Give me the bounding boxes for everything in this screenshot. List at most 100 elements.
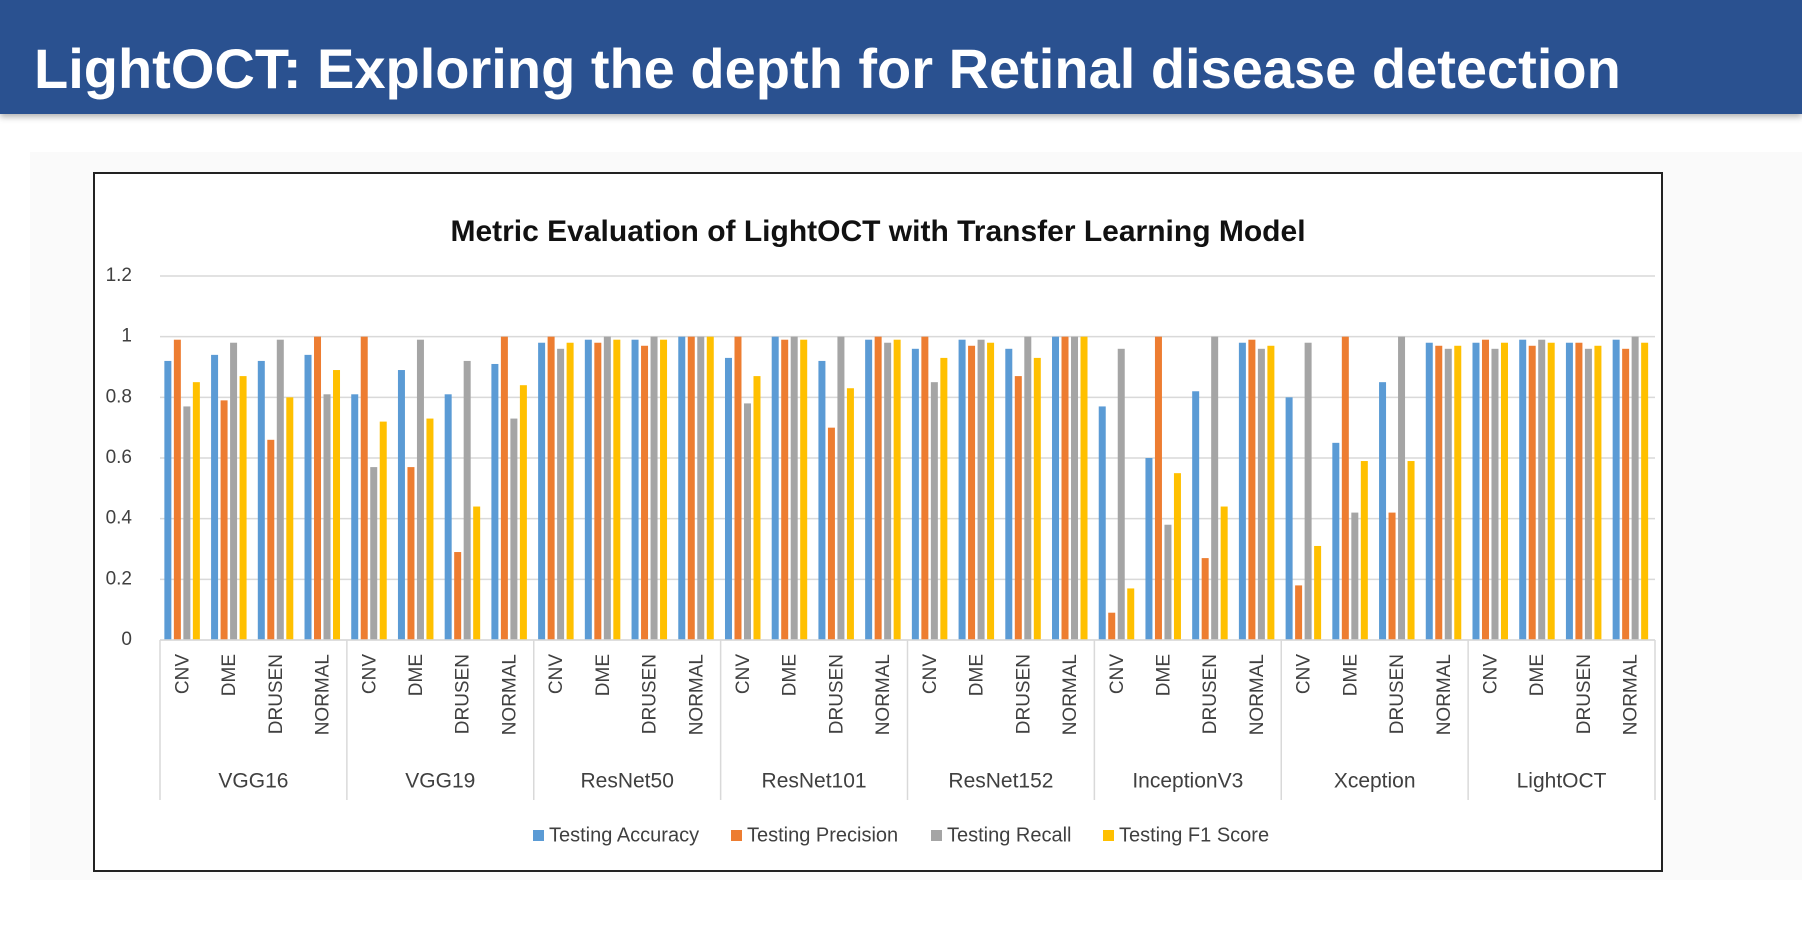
bar — [211, 354, 219, 640]
bar — [743, 403, 751, 640]
bar — [1565, 342, 1573, 640]
bar — [230, 342, 238, 640]
bar — [1061, 336, 1069, 640]
x-tick-label: DME — [593, 654, 614, 696]
bar — [1080, 336, 1088, 640]
x-tick-label: DRUSEN — [1574, 654, 1595, 734]
bar — [603, 336, 611, 640]
bar — [426, 418, 434, 640]
x-tick-label: DRUSEN — [826, 654, 847, 734]
bar — [958, 339, 966, 640]
bar — [239, 376, 247, 640]
bar — [360, 336, 368, 640]
bar — [379, 421, 387, 640]
x-tick-label: DRUSEN — [640, 654, 661, 734]
x-tick-label: NORMAL — [873, 654, 894, 735]
bar — [557, 348, 565, 640]
bar — [678, 336, 686, 640]
bar — [1594, 345, 1602, 640]
bar — [641, 345, 649, 640]
bar — [1481, 339, 1489, 640]
x-tick-label: NORMAL — [1060, 654, 1081, 735]
y-tick-label: 0.8 — [106, 386, 132, 407]
bar — [1528, 345, 1536, 640]
bar — [1248, 339, 1256, 640]
bar — [818, 360, 826, 640]
bar — [1014, 376, 1022, 640]
bar — [1257, 348, 1265, 640]
group-label: ResNet50 — [580, 770, 673, 793]
bar — [921, 336, 929, 640]
bar — [1314, 545, 1322, 640]
bar — [1295, 585, 1303, 640]
bar — [613, 339, 621, 640]
bar — [584, 339, 592, 640]
x-tick-label: NORMAL — [499, 654, 520, 735]
y-tick-label: 1 — [121, 326, 132, 347]
x-tick-label: DME — [1527, 654, 1548, 696]
x-tick-label: NORMAL — [313, 654, 334, 735]
bar — [940, 357, 948, 640]
x-tick-label: CNV — [359, 654, 380, 694]
bar — [538, 342, 546, 640]
group-label: VGG19 — [405, 770, 475, 793]
x-tick-label: NORMAL — [1434, 654, 1455, 735]
bar — [1500, 342, 1508, 640]
x-tick-label: NORMAL — [1621, 654, 1642, 735]
x-tick-label: DME — [406, 654, 427, 696]
bar — [1108, 612, 1116, 640]
bar — [987, 342, 995, 640]
bar — [1491, 348, 1499, 640]
legend-swatch — [731, 830, 742, 841]
legend-swatch — [1103, 830, 1114, 841]
bar — [977, 339, 985, 640]
x-tick-label: CNV — [172, 654, 193, 694]
bar — [407, 467, 415, 640]
bar — [1201, 558, 1209, 640]
bar — [1547, 342, 1555, 640]
x-tick-label: NORMAL — [1247, 654, 1268, 735]
bar — [1211, 336, 1219, 640]
bar — [846, 388, 854, 640]
y-tick-label: 1.2 — [106, 265, 132, 286]
bar — [220, 400, 228, 640]
y-tick-label: 0.2 — [106, 568, 132, 589]
bar — [1425, 342, 1433, 640]
bar — [491, 363, 499, 640]
bar — [594, 342, 602, 640]
legend-label: Testing Accuracy — [549, 824, 699, 846]
bar — [827, 427, 835, 640]
bar — [370, 467, 378, 640]
bar — [865, 339, 873, 640]
bar — [454, 552, 462, 640]
bar — [1444, 348, 1452, 640]
bar — [1173, 473, 1181, 640]
bar — [1033, 357, 1041, 640]
group-label: InceptionV3 — [1132, 770, 1243, 793]
bar — [968, 345, 976, 640]
bar — [257, 360, 265, 640]
bar — [1398, 336, 1406, 640]
legend-label: Testing Recall — [947, 824, 1072, 846]
legend-label: Testing F1 Score — [1119, 824, 1269, 846]
bar — [1024, 336, 1032, 640]
group-label: VGG16 — [218, 770, 288, 793]
bar — [930, 382, 938, 640]
x-tick-label: CNV — [733, 654, 754, 694]
bar — [1435, 345, 1443, 640]
bar — [1052, 336, 1060, 640]
bar — [1192, 391, 1200, 640]
slide-title: LightOCT: Exploring the depth for Retina… — [34, 37, 1621, 100]
bar — [333, 370, 341, 640]
bar — [1220, 506, 1228, 640]
bar — [463, 360, 471, 640]
bar — [566, 342, 574, 640]
bar — [1071, 336, 1079, 640]
x-tick-label: DME — [780, 654, 801, 696]
bar — [519, 385, 527, 640]
bar — [893, 339, 901, 640]
legend-swatch — [533, 830, 544, 841]
bar — [650, 336, 658, 640]
chart-title: Metric Evaluation of LightOCT with Trans… — [450, 215, 1305, 248]
